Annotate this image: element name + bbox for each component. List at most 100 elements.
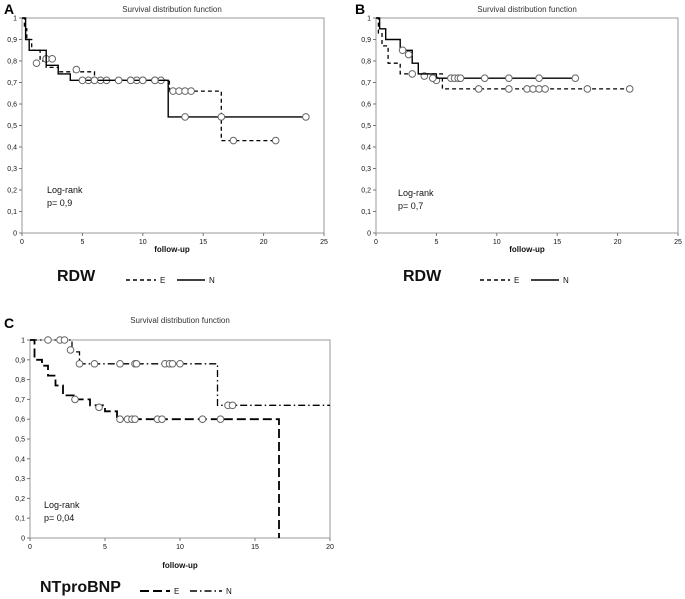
y-tick-label: 0,7 [15,397,25,404]
x-tick-label: 0 [374,239,378,246]
censor-point-n [302,113,310,121]
y-tick-label: 0,5 [7,123,17,130]
chart-title: Survival distribution function [130,316,230,325]
y-tick-label: 0,5 [15,437,25,444]
y-tick-label: 0 [367,231,371,238]
censor-point-n [398,46,407,55]
censor-point-n [428,74,437,82]
x-tick-label: 20 [326,544,334,551]
censor-point-e [116,415,124,424]
series-line-e [22,17,276,142]
panel-letter-a: A [4,1,14,17]
legend: E N [140,587,232,596]
censor-point-n [139,76,147,85]
y-tick-label: 0,9 [15,357,25,364]
censor-point-n [116,359,124,368]
censor-point-n [535,74,543,82]
y-tick-label: 0,5 [361,123,371,130]
series-line-n [30,339,330,406]
censor-point-n [151,76,159,85]
censor-point-e [72,65,81,74]
series-line-n [22,17,306,118]
x-tick-label: 15 [199,239,207,246]
series-line-e [376,17,630,90]
y-tick-label: 0,2 [361,188,371,195]
censor-point-e [408,70,417,78]
y-tick-label: 1 [13,16,17,23]
censor-point-e [71,395,79,404]
censor-point-n [66,346,75,354]
series-line-e [30,339,280,538]
logrank-label: Log-rank [44,500,80,510]
censor-point-e [474,85,483,93]
censor-point-n [90,359,99,368]
censor-point-n [181,113,189,121]
chart-title: Survival distribution function [122,5,222,14]
legend: E N [126,276,215,285]
censor-point-n [228,401,237,410]
group-label: RDW [57,268,96,285]
logrank-p-value: p= 0,04 [44,513,74,523]
censor-point-e [158,415,166,424]
y-tick-label: 0 [13,231,17,238]
y-tick-label: 0,4 [361,145,371,152]
censor-point-e [95,403,103,412]
y-tick-label: 0,4 [7,145,17,152]
y-tick-label: 0,2 [7,188,17,195]
x-tick-label: 25 [320,239,328,246]
legend-label-n: N [209,276,215,285]
group-label: NTproBNP [40,579,121,596]
y-tick-label: 0,8 [15,377,25,384]
series-line-n [376,17,576,79]
censor-point-e [541,85,549,93]
logrank-p-value: p= 0,7 [398,201,423,211]
x-tick-label: 15 [553,239,561,246]
y-tick-label: 0,3 [15,476,25,483]
censor-point-n [176,359,184,368]
panel-letter-c: C [4,315,14,331]
panel-a: A Survival distribution function 0 0,1 0,2… [4,1,328,285]
y-tick-label: 0,3 [361,166,371,173]
x-tick-label: 5 [103,544,107,551]
censor-point-e [625,85,634,93]
x-tick-label: 10 [176,544,184,551]
plot-area: 00,10,20,30,40,50,60,70,80,910 5 10 15 20 25 [361,16,682,247]
panel-letter-b: B [355,1,365,17]
chart-title: Survival distribution function [477,5,577,14]
censor-point-e [229,136,238,145]
legend-label-e: E [160,276,165,285]
y-tick-label: 0,2 [15,496,25,503]
legend-label-n: N [563,276,569,285]
censor-point-e [32,59,41,67]
legend-label-e: E [174,587,179,596]
y-tick-label: 0,1 [7,209,17,216]
x-tick-label: 25 [674,239,682,246]
y-tick-label: 0,9 [7,37,17,44]
censor-point-n [456,74,465,82]
censor-point-n [132,359,141,368]
y-tick-label: 0,6 [15,417,25,424]
y-tick-label: 0,6 [7,102,17,109]
x-tick-label: 0 [20,239,24,246]
x-axis-label: follow-up [162,561,198,570]
censor-point-n [60,336,69,344]
x-tick-label: 15 [251,544,259,551]
censor-point-n [44,336,52,344]
plot-area: 00,10,20,30,40,50,60,70,80,910 5 10 15 20 25 [7,16,328,247]
legend: E N [480,276,569,285]
x-tick-label: 5 [434,239,438,246]
x-axis-label: follow-up [154,245,190,254]
logrank-label: Log-rank [47,185,83,195]
y-tick-label: 0,7 [361,80,371,87]
censor-point-n [126,76,135,85]
censor-point-n [168,359,177,368]
censor-point-e [48,55,57,63]
x-axis-label: follow-up [509,245,545,254]
x-tick-label: 20 [260,239,268,246]
censor-point-e [583,85,592,93]
censor-point-n [217,113,226,121]
plot-area: 00,10,20,30,40,50,60,70,80,910 5 10 15 20 [15,336,334,551]
censor-point-e [505,85,513,93]
y-tick-label: 0,1 [15,516,25,523]
